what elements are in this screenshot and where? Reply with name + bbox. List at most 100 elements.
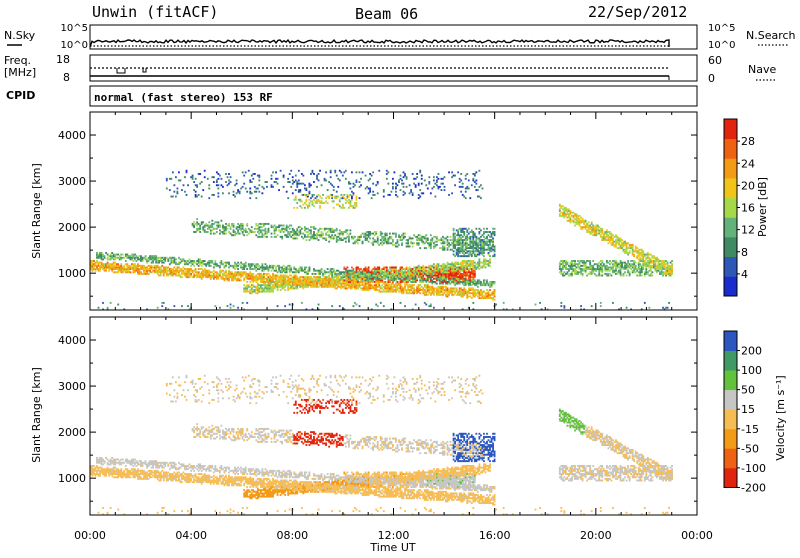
power-cell [480, 184, 482, 186]
power-cell [333, 189, 335, 191]
power-cell [441, 189, 443, 191]
power-cell [336, 191, 338, 193]
power-cell [201, 196, 203, 198]
power-cell [217, 196, 219, 198]
power-cell [444, 186, 446, 188]
power-cell [248, 170, 250, 172]
power-cell [187, 184, 189, 186]
power-cell [251, 226, 253, 228]
power-cell [328, 241, 330, 243]
power-cell [289, 173, 291, 175]
power-cell [371, 175, 373, 177]
power-cell [175, 196, 177, 198]
power-cell [354, 236, 356, 238]
power-cell [427, 188, 429, 190]
power-cell [102, 302, 104, 304]
power-cell [221, 220, 223, 222]
power-cell [397, 239, 399, 241]
power-cell [245, 262, 247, 264]
power-cell [404, 236, 406, 238]
power-cell [535, 304, 537, 306]
power-cell [600, 302, 602, 304]
power-cell [287, 178, 289, 180]
freq-label-line2: [MHz] [4, 66, 36, 79]
power-cell [454, 184, 456, 186]
power-cell [246, 268, 248, 270]
power-cell [365, 175, 367, 177]
radar-title: Unwin (fitACF) [92, 3, 218, 21]
power-cell [236, 179, 238, 181]
power-cell [425, 247, 427, 249]
power-cell [313, 231, 315, 233]
power-cell [372, 183, 374, 185]
power-cell [349, 183, 351, 185]
power-cell [383, 305, 385, 307]
power-cell [362, 171, 364, 173]
power-cell [230, 304, 232, 306]
power-cell [184, 176, 186, 178]
power-cell [242, 223, 244, 225]
power-cell [403, 183, 405, 185]
power-cell [98, 307, 100, 309]
power-cell [333, 207, 335, 209]
power-cell [289, 304, 291, 306]
power-cell [406, 176, 408, 178]
power-cell [195, 191, 197, 193]
power-cell [319, 170, 321, 172]
power-cell [184, 191, 186, 193]
power-cell [312, 170, 314, 172]
beam-title: Beam 06 [355, 5, 418, 23]
power-cell [430, 304, 432, 306]
power-cell [296, 207, 298, 209]
power-cell [406, 186, 408, 188]
power-cell [172, 171, 174, 173]
power-cell [444, 241, 446, 243]
power-cell [404, 192, 406, 194]
power-cell [217, 184, 219, 186]
power-cell [245, 188, 247, 190]
power-cell [465, 178, 467, 180]
power-cell [208, 221, 210, 223]
power-cell [397, 184, 399, 186]
power-cell [419, 196, 421, 198]
freq-tick-bottom: 8 [63, 71, 70, 84]
power-cell [246, 302, 248, 304]
power-cell [246, 281, 248, 283]
power-cell [177, 191, 179, 193]
power-cell [313, 181, 315, 183]
power-cell [258, 191, 260, 193]
power-cell [436, 283, 438, 285]
power-cell [339, 179, 341, 181]
nave-label: Nave [748, 63, 776, 76]
power-cell [227, 176, 229, 178]
power-cell [321, 268, 323, 270]
date-title: 22/Sep/2012 [588, 3, 687, 21]
power-cell [305, 266, 307, 268]
power-cell [381, 233, 383, 235]
power-cell [460, 173, 462, 175]
power-cell [349, 188, 351, 190]
power-cell [321, 197, 323, 199]
power-cell [305, 199, 307, 201]
power-cell [333, 200, 335, 202]
power-cell [333, 186, 335, 188]
power-cell [263, 188, 265, 190]
power-cell [383, 189, 385, 191]
power-cell [237, 268, 239, 270]
power-cell [418, 183, 420, 185]
power-cell [433, 307, 435, 309]
power-cell [444, 189, 446, 191]
power-cell [353, 192, 355, 194]
power-cell [478, 170, 480, 172]
power-cell [175, 258, 177, 260]
power-cell [389, 233, 391, 235]
power-cell [313, 194, 315, 196]
power-cell [243, 175, 245, 177]
power-cell [325, 179, 327, 181]
power-cell [503, 302, 505, 304]
power-cell [419, 189, 421, 191]
power-cell [591, 221, 593, 223]
power-cell [125, 260, 127, 262]
power-cell [380, 302, 382, 304]
power-cell [258, 184, 260, 186]
